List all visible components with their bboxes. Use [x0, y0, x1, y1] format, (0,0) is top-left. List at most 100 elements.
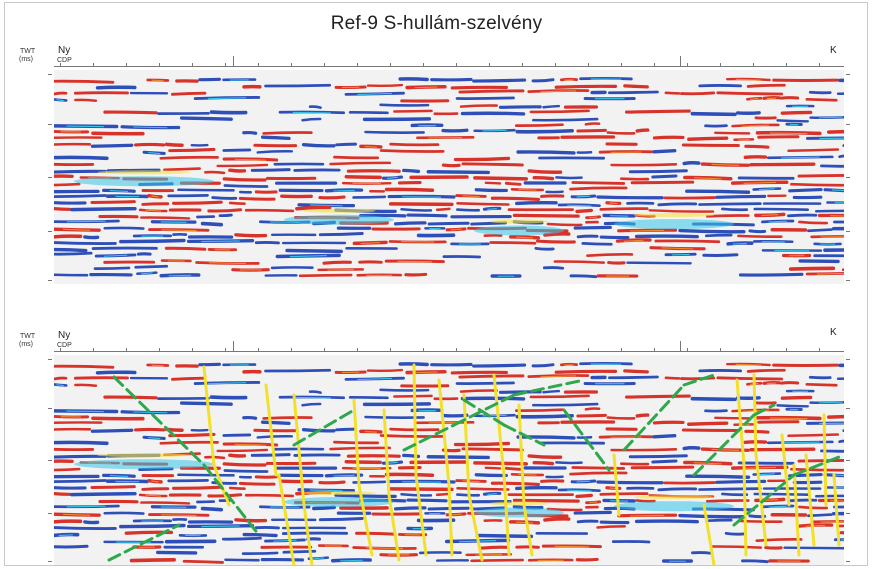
cdp-tick	[258, 63, 259, 67]
reflector	[355, 531, 397, 536]
cdp-tick	[654, 63, 655, 67]
reflector	[222, 148, 252, 152]
fault-line-yellow	[792, 463, 801, 557]
reflector	[398, 77, 429, 82]
bright-spot-peak	[489, 219, 549, 224]
reflector-highlight	[758, 473, 775, 476]
reflector	[262, 416, 313, 420]
reflector	[333, 155, 380, 160]
reflector	[211, 481, 238, 485]
reflector	[484, 181, 502, 185]
reflector	[625, 109, 691, 114]
reflector	[814, 494, 844, 498]
reflector-highlight	[487, 208, 497, 211]
reflector	[779, 381, 800, 385]
cdp-tick	[621, 348, 622, 352]
reflector	[254, 525, 280, 530]
reflector	[54, 79, 115, 84]
reflector	[129, 558, 176, 563]
fault-line-yellow	[467, 493, 484, 562]
reflector	[542, 266, 565, 270]
reflector	[757, 135, 800, 139]
time-tick	[846, 177, 850, 178]
reflector	[714, 131, 751, 135]
reflector	[681, 428, 740, 433]
reflector	[70, 206, 137, 212]
reflector	[715, 479, 767, 484]
reflector	[805, 383, 838, 387]
reflector	[571, 181, 626, 185]
reflector	[515, 128, 574, 134]
reflector	[453, 441, 511, 447]
reflector	[490, 196, 540, 202]
reflector	[529, 394, 590, 399]
reflector-highlight	[711, 448, 740, 452]
reflector	[788, 187, 823, 193]
reflector	[103, 110, 158, 115]
reflector	[379, 149, 445, 153]
reflector	[484, 466, 502, 470]
reflector	[726, 241, 754, 246]
reflector	[664, 376, 681, 380]
reflector	[764, 545, 783, 550]
bright-spot	[284, 497, 394, 507]
fault-interpretation	[107, 363, 844, 565]
reflector	[182, 559, 224, 564]
reflector	[741, 559, 769, 564]
reflector	[788, 266, 836, 271]
reflector	[654, 239, 721, 244]
west-label-bottom: Ny	[58, 330, 71, 341]
reflector	[798, 505, 829, 510]
reflector-highlight	[711, 163, 740, 167]
reflector	[554, 369, 618, 374]
reflector	[599, 520, 630, 525]
reflector	[737, 519, 783, 523]
reflector	[512, 213, 580, 218]
reflector	[838, 154, 844, 159]
reflector-highlight	[735, 78, 762, 81]
bright-spot	[474, 507, 564, 518]
reflector	[515, 413, 574, 419]
reflector	[364, 130, 425, 134]
bright-spot	[74, 176, 214, 187]
reflector	[318, 517, 364, 522]
reflector	[540, 479, 565, 483]
reflector	[606, 131, 636, 135]
reflector	[54, 182, 81, 187]
reflector	[172, 485, 223, 490]
reflector	[324, 188, 364, 193]
reflector	[687, 136, 729, 141]
reflector	[456, 208, 481, 212]
reflector	[222, 177, 267, 182]
reflector-highlight	[750, 97, 759, 101]
reflector-highlight	[148, 436, 161, 440]
reflector-highlight	[769, 417, 808, 420]
reflector	[242, 532, 278, 538]
reflector	[209, 110, 248, 115]
reflector	[586, 253, 634, 257]
reflector	[755, 130, 822, 136]
reflector-highlight	[743, 466, 776, 469]
reflector-highlight	[333, 189, 355, 192]
reflector	[790, 467, 844, 472]
reflector	[244, 493, 295, 498]
reflector	[555, 176, 583, 180]
reflector	[598, 435, 654, 439]
reflector-highlight	[145, 494, 162, 497]
reflector	[753, 492, 810, 496]
reflector	[482, 491, 502, 496]
cdp-tick	[621, 63, 622, 67]
reflector	[687, 421, 729, 426]
reflector	[512, 498, 580, 503]
reflector	[569, 186, 628, 191]
fault-line-green	[107, 523, 181, 562]
reflector	[472, 363, 527, 368]
fault-line-yellow	[522, 503, 534, 557]
reflector-highlight	[360, 242, 380, 245]
reflector	[527, 454, 563, 459]
reflector-highlight	[589, 501, 598, 504]
reflector	[103, 226, 145, 230]
reflector	[90, 428, 134, 433]
reflector-highlight	[292, 111, 331, 114]
reflector	[334, 493, 397, 499]
